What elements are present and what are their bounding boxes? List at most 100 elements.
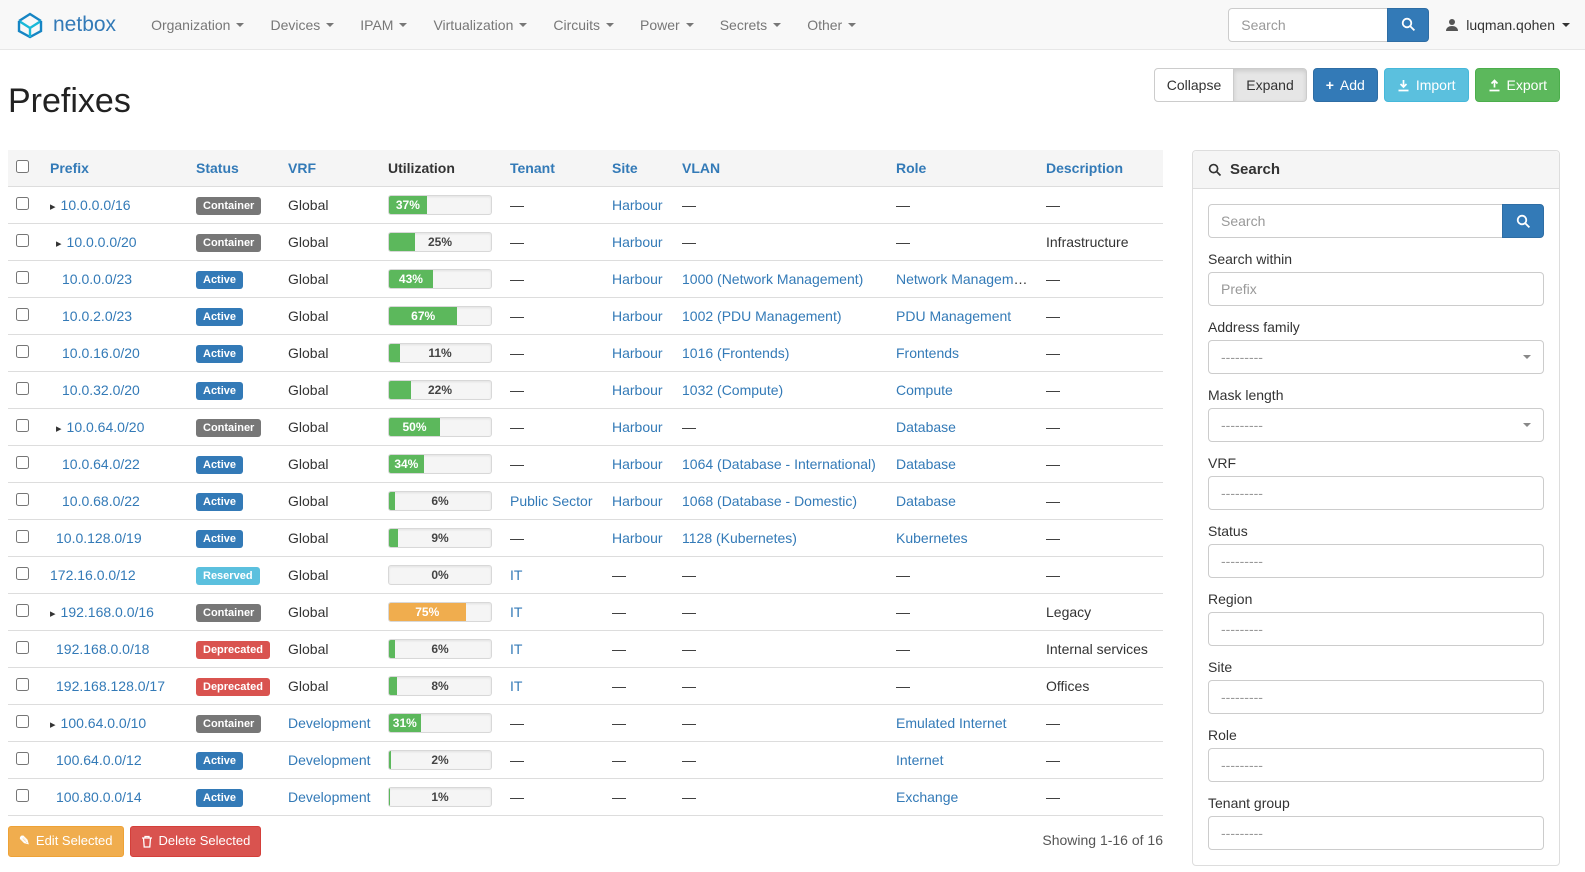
prefix-link[interactable]: 10.0.128.0/19 [56,530,142,546]
role-link[interactable]: Database [896,456,956,472]
vrf-link[interactable]: Development [288,752,371,768]
role-link[interactable]: Kubernetes [896,530,968,546]
col-header-vlan[interactable]: VLAN [674,150,888,187]
collapse-button[interactable]: Collapse [1153,68,1235,103]
site-link[interactable]: Harbour [612,456,663,472]
prefix-link[interactable]: 192.168.0.0/16 [60,604,154,620]
role-link[interactable]: Network Management [896,271,1033,287]
role-link[interactable]: Emulated Internet [896,715,1007,731]
role-select[interactable]: --------- [1208,748,1544,782]
site-link[interactable]: Harbour [612,234,663,250]
filter-search-input[interactable] [1208,204,1503,238]
prefix-link[interactable]: 10.0.0.0/23 [62,271,133,287]
prefix-link[interactable]: 100.80.0.0/14 [56,789,142,805]
vrf-select[interactable]: --------- [1208,476,1544,510]
site-link[interactable]: Harbour [612,419,663,435]
role-link[interactable]: PDU Management [896,308,1012,324]
row-checkbox[interactable] [16,530,29,543]
prefix-link[interactable]: 10.0.68.0/22 [62,493,140,509]
col-header-prefix[interactable]: Prefix [42,150,188,187]
row-checkbox[interactable] [16,567,29,580]
prefix-link[interactable]: 10.0.2.0/23 [62,308,133,324]
expand-toggle[interactable]: ▸ [50,608,56,620]
site-link[interactable]: Harbour [612,308,663,324]
edit-selected-button[interactable]: ✎ Edit Selected [8,826,124,857]
prefix-link[interactable]: 192.168.128.0/17 [56,678,165,694]
menu-ipam[interactable]: IPAM [347,0,420,50]
menu-devices[interactable]: Devices [257,0,347,50]
import-button[interactable]: Import [1383,68,1469,103]
role-link[interactable]: Database [896,493,956,509]
row-checkbox[interactable] [16,641,29,654]
prefix-link[interactable]: 10.0.0.0/20 [66,234,137,250]
menu-organization[interactable]: Organization [138,0,257,50]
row-checkbox[interactable] [16,604,29,617]
expand-toggle[interactable]: ▸ [50,201,56,213]
row-checkbox[interactable] [16,308,29,321]
prefix-link[interactable]: 100.64.0.0/12 [56,752,142,768]
netbox-brand[interactable]: netbox [15,11,116,39]
delete-selected-button[interactable]: Delete Selected [129,826,262,857]
add-button[interactable]: + Add [1312,68,1378,103]
vlan-link[interactable]: 1068 (Database - Domestic) [682,493,858,509]
mask-length-select[interactable]: --------- [1208,408,1544,442]
status-select[interactable]: --------- [1208,544,1544,578]
row-checkbox[interactable] [16,493,29,506]
global-search-input[interactable] [1228,7,1389,42]
role-link[interactable]: Compute [896,382,953,398]
export-button[interactable]: Export [1474,68,1560,103]
row-checkbox[interactable] [16,345,29,358]
prefix-link[interactable]: 10.0.64.0/20 [66,419,145,435]
filter-search-button[interactable] [1502,204,1544,238]
prefix-link[interactable]: 10.0.32.0/20 [62,382,140,398]
col-header-status[interactable]: Status [188,150,280,187]
menu-other[interactable]: Other [794,0,869,50]
row-checkbox[interactable] [16,234,29,247]
menu-virtualization[interactable]: Virtualization [420,0,540,50]
col-header-site[interactable]: Site [604,150,674,187]
site-link[interactable]: Harbour [612,345,663,361]
expand-toggle[interactable]: ▸ [56,423,62,435]
vrf-link[interactable]: Development [288,789,371,805]
role-link[interactable]: Database [896,419,956,435]
role-link[interactable]: Exchange [896,789,959,805]
vrf-link[interactable]: Development [288,715,371,731]
row-checkbox[interactable] [16,678,29,691]
prefix-link[interactable]: 192.168.0.0/18 [56,641,150,657]
vlan-link[interactable]: 1032 (Compute) [682,382,784,398]
vlan-link[interactable]: 1128 (Kubernetes) [682,530,797,546]
prefix-link[interactable]: 172.16.0.0/12 [50,567,136,583]
row-checkbox[interactable] [16,752,29,765]
tenant-link[interactable]: IT [510,567,523,583]
address-family-select[interactable]: --------- [1208,340,1544,374]
expand-toggle[interactable]: ▸ [56,238,62,250]
menu-power[interactable]: Power [627,0,707,50]
row-checkbox[interactable] [16,419,29,432]
row-checkbox[interactable] [16,456,29,469]
vlan-link[interactable]: 1064 (Database - International) [682,456,876,472]
tenant-link[interactable]: Public Sector [510,493,593,509]
vlan-link[interactable]: 1002 (PDU Management) [682,308,842,324]
search-within-input[interactable] [1208,272,1544,306]
prefix-link[interactable]: 10.0.0.0/16 [60,197,131,213]
role-link[interactable]: Frontends [896,345,960,361]
site-select[interactable]: --------- [1208,680,1544,714]
role-link[interactable]: Internet [896,752,944,768]
tenant-group-select[interactable]: --------- [1208,816,1544,850]
user-menu[interactable]: luqman.qohen [1445,17,1570,33]
col-header-role[interactable]: Role [888,150,1038,187]
prefix-link[interactable]: 10.0.64.0/22 [62,456,140,472]
site-link[interactable]: Harbour [612,530,663,546]
row-checkbox[interactable] [16,789,29,802]
site-link[interactable]: Harbour [612,197,663,213]
col-header-tenant[interactable]: Tenant [502,150,604,187]
tenant-link[interactable]: IT [510,604,523,620]
vlan-link[interactable]: 1000 (Network Management) [682,271,864,287]
prefix-link[interactable]: 100.64.0.0/10 [60,715,147,731]
row-checkbox[interactable] [16,271,29,284]
tenant-link[interactable]: IT [510,678,523,694]
global-search-button[interactable] [1387,7,1430,42]
row-checkbox[interactable] [16,197,29,210]
vlan-link[interactable]: 1016 (Frontends) [682,345,790,361]
prefix-link[interactable]: 10.0.16.0/20 [62,345,140,361]
